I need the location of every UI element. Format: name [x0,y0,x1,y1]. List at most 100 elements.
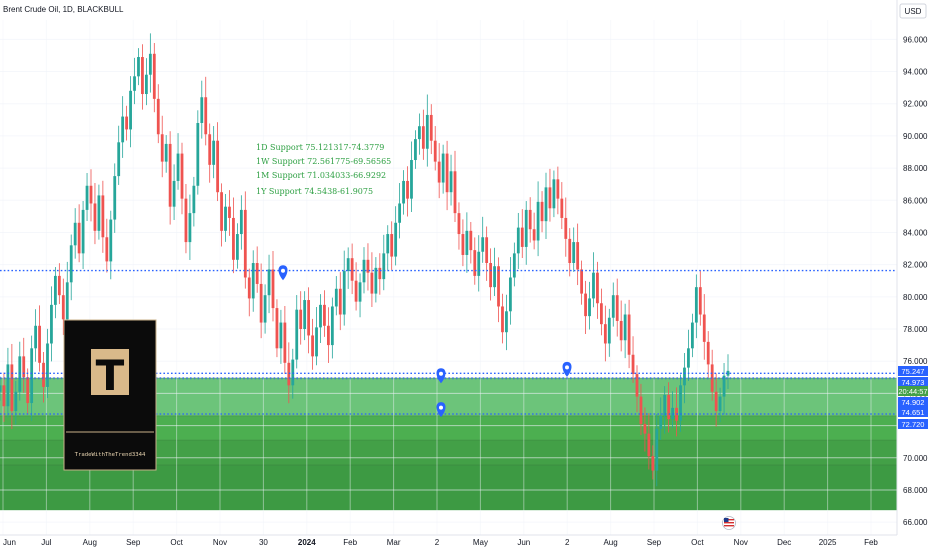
candle-body [69,245,73,283]
candle-body [85,185,89,210]
candle-body [291,359,295,386]
candle-body [635,374,639,397]
candle-body [683,367,686,386]
price-tick-label: 96.000 [903,35,928,44]
candle-body [350,258,354,281]
candle-body [0,385,2,392]
candle-body [643,423,647,434]
location-markers[interactable] [278,265,572,418]
candle-body [544,187,548,222]
price-tick-label: 86.000 [903,196,928,205]
logo-plate [91,349,129,395]
candle-body [639,396,643,424]
candle-body [706,341,710,365]
candle-body [247,277,251,299]
candle-body [299,309,303,329]
time-axis[interactable] [0,535,897,550]
candle-body [536,201,540,241]
us-flag-icon-stripe [724,525,734,527]
candle-body [224,206,227,231]
candle-body [667,394,671,420]
candle-body [421,126,425,149]
candle-body [516,227,520,254]
map-pin-icon-dot [439,405,443,410]
price-tag [898,407,928,417]
candle-body [129,90,132,130]
candle-body [125,116,129,130]
note-1m-support: 1M Support 71.034033-66.9292 [256,171,386,180]
candle-body [18,356,22,392]
candle-body [279,322,283,349]
candle-body [342,271,346,315]
logo-caption: TradeWithTheTrend3344 [75,452,146,458]
candle-body [588,298,591,317]
candle-body [532,229,536,241]
candle-body [394,222,398,257]
price-axis[interactable] [897,0,932,550]
time-tick-label: Feb [343,538,357,547]
candle-body [251,263,255,299]
price-tag [898,397,928,407]
candle-body [172,180,176,207]
candle-body [295,309,299,360]
candle-body [61,295,65,320]
time-tick-label: Jun [3,538,16,547]
candle-body [663,394,667,416]
currency-button-frame[interactable] [899,3,927,19]
candle-body [283,322,287,363]
candle-body [81,209,85,254]
candle-body [152,53,156,99]
candle-body [406,180,409,199]
candle-body [137,57,140,77]
candle-body [615,295,619,321]
candle-body [50,304,53,344]
candle-body [568,238,572,264]
candle-body [303,300,307,329]
currency-button[interactable]: USD [899,3,927,19]
candle-body [607,317,611,344]
candle-body [417,126,421,140]
price-tag [898,366,928,376]
candle-body [30,348,34,404]
time-tick-label: 2024 [298,538,316,547]
currency-label[interactable]: USD [905,7,922,16]
candle-body [505,311,508,333]
us-flag-icon[interactable] [722,516,736,530]
candle-body [275,308,279,349]
time-tick-label: 30 [259,538,268,547]
candle-body [465,230,469,255]
map-pin-icon-dot [281,268,285,273]
candle-body [160,134,164,162]
candle-body [232,217,235,260]
price-tick-label: 90.000 [903,132,928,141]
candle-body [501,306,504,333]
candle-body [437,161,441,183]
candle-body [655,428,659,471]
candle-body [346,258,350,272]
candle-body [220,192,223,231]
candle-body [109,219,113,262]
map-pin-icon-dot [565,365,569,370]
time-tick-label: Nov [734,538,748,547]
candle-body [164,143,168,162]
candle-body [315,327,318,357]
candle-body [53,275,57,305]
candle-body [592,272,595,299]
candle-body [188,213,192,243]
price-tag-label: 20:44:57 [898,387,927,396]
candle-body [42,362,45,387]
candle-body [631,354,635,375]
candle-body [121,116,125,143]
candle-body [552,179,556,209]
candle-body [599,303,603,325]
candle-body [46,343,49,387]
candle-body [196,123,200,186]
price-tag [898,419,928,429]
time-tick-label: May [473,538,488,547]
candle-body [89,185,93,204]
candle-body [235,234,239,260]
candle-body [603,324,607,344]
candle-body [564,217,568,239]
